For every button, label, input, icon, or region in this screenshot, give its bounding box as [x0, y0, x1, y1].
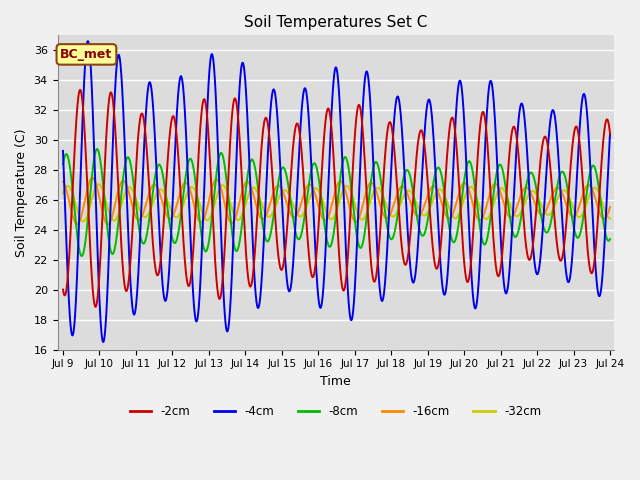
-8cm: [591, 164, 598, 169]
-16cm: [87, 176, 95, 182]
Line: -8cm: -8cm: [63, 149, 610, 256]
-16cm: [59, 179, 67, 184]
-4cm: [311, 243, 319, 249]
-4cm: [490, 107, 498, 112]
-32cm: [79, 218, 87, 224]
-2cm: [87, 264, 95, 270]
-32cm: [95, 181, 102, 187]
-8cm: [326, 244, 333, 250]
-2cm: [59, 287, 67, 292]
-16cm: [606, 204, 614, 210]
-32cm: [59, 191, 67, 196]
-8cm: [591, 165, 598, 170]
X-axis label: Time: Time: [320, 375, 351, 388]
-16cm: [311, 191, 319, 197]
-2cm: [490, 247, 498, 253]
-32cm: [326, 216, 333, 221]
-32cm: [87, 199, 95, 205]
-8cm: [59, 161, 67, 167]
Y-axis label: Soil Temperature (C): Soil Temperature (C): [15, 128, 28, 257]
Line: -4cm: -4cm: [63, 41, 610, 342]
-8cm: [606, 236, 614, 242]
-16cm: [591, 193, 598, 199]
-8cm: [78, 253, 86, 259]
Line: -16cm: -16cm: [63, 178, 610, 225]
-4cm: [84, 38, 92, 44]
-4cm: [99, 339, 107, 345]
-2cm: [326, 109, 333, 115]
-2cm: [606, 131, 614, 137]
-8cm: [311, 161, 319, 167]
-16cm: [591, 192, 598, 198]
-16cm: [104, 222, 112, 228]
-4cm: [59, 148, 67, 154]
-4cm: [591, 252, 598, 257]
-32cm: [606, 216, 614, 221]
-4cm: [591, 247, 598, 252]
-32cm: [311, 185, 319, 191]
Line: -32cm: -32cm: [63, 184, 610, 221]
Text: BC_met: BC_met: [60, 48, 113, 61]
-4cm: [87, 72, 95, 78]
-4cm: [326, 153, 333, 159]
-16cm: [89, 175, 97, 180]
-16cm: [326, 210, 333, 216]
-2cm: [591, 258, 598, 264]
-4cm: [606, 131, 614, 136]
-2cm: [76, 87, 84, 93]
Title: Soil Temperatures Set C: Soil Temperatures Set C: [244, 15, 428, 30]
Line: -2cm: -2cm: [63, 90, 610, 307]
Legend: -2cm, -4cm, -8cm, -16cm, -32cm: -2cm, -4cm, -8cm, -16cm, -32cm: [125, 400, 546, 422]
-32cm: [490, 199, 498, 204]
-32cm: [591, 185, 598, 191]
-32cm: [591, 185, 598, 191]
-2cm: [311, 265, 319, 271]
-8cm: [87, 180, 95, 186]
-16cm: [490, 181, 498, 187]
-2cm: [591, 256, 598, 262]
-8cm: [93, 146, 100, 152]
-8cm: [490, 185, 498, 191]
-2cm: [92, 304, 99, 310]
